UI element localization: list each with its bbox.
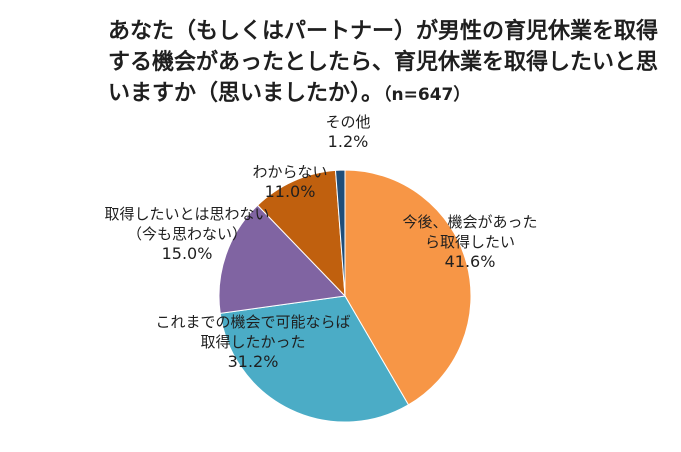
sample-size: （n=647） bbox=[383, 85, 471, 105]
slice-label-text: （今も思わない） bbox=[127, 225, 248, 243]
pie-slice-1 bbox=[219, 295, 410, 423]
pie-slice-2 bbox=[218, 204, 347, 314]
slice-value-label: 15.0% bbox=[161, 244, 213, 263]
slice-label-text: 取得したかった bbox=[200, 333, 306, 351]
slice-value-label: 41.6% bbox=[444, 252, 496, 271]
slice-label-3: わからない 11.0% bbox=[253, 162, 328, 202]
slice-label-text: 今後、機会があった bbox=[402, 213, 538, 231]
slice-label-text: これまでの機会で可能ならば bbox=[155, 313, 351, 331]
slice-value-label: 1.2% bbox=[327, 132, 369, 151]
slice-label-text: 取得したいとは思わない bbox=[104, 205, 270, 223]
slice-value-label: 11.0% bbox=[264, 182, 316, 201]
slice-label-4: その他 1.2% bbox=[326, 112, 371, 152]
slice-label-text: ら取得したい bbox=[425, 233, 516, 251]
slice-label-text: その他 bbox=[325, 113, 371, 131]
slice-label-text: わからない bbox=[252, 163, 328, 181]
pie-slice-0 bbox=[344, 169, 472, 406]
pie-slice-4 bbox=[334, 169, 346, 297]
slice-label-1: これまでの機会で可能ならば 取得したかった 31.2% bbox=[156, 312, 351, 372]
slice-label-0: 今後、機会があった ら取得したい 41.6% bbox=[403, 212, 538, 272]
chart-title: あなた（もしくはパートナー）が男性の育児休業を取得する機会があったとしたら、育児… bbox=[108, 16, 668, 111]
pie-slice-3 bbox=[256, 169, 346, 298]
chart-title-text: あなた（もしくはパートナー）が男性の育児休業を取得する機会があったとしたら、育児… bbox=[108, 19, 659, 106]
slice-label-2: 取得したいとは思わない （今も思わない） 15.0% bbox=[105, 204, 270, 264]
slice-value-label: 31.2% bbox=[227, 352, 279, 371]
